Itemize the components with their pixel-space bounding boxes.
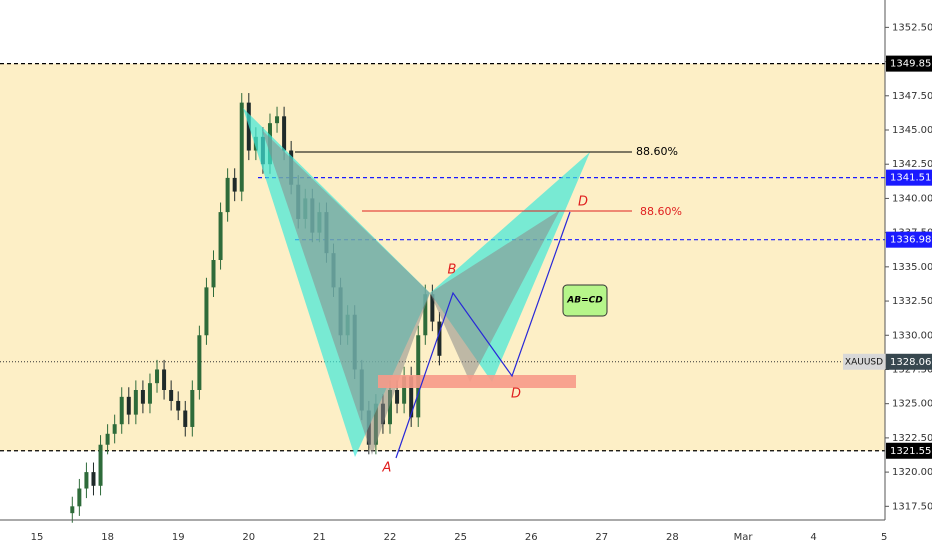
candle-body bbox=[423, 294, 428, 336]
point-label: D bbox=[511, 387, 521, 402]
x-tick-label: 5 bbox=[881, 532, 887, 543]
candle-body bbox=[246, 102, 251, 151]
y-tick-label: 1345.000 bbox=[892, 125, 932, 136]
candle-body bbox=[169, 390, 174, 401]
level-label-bg bbox=[886, 169, 932, 186]
x-tick-label: 15 bbox=[31, 532, 44, 543]
candle-body bbox=[409, 376, 414, 418]
x-tick-label: 20 bbox=[242, 532, 255, 543]
candle-body bbox=[183, 410, 188, 427]
candle-body bbox=[218, 212, 223, 260]
candle-body bbox=[402, 376, 407, 404]
y-tick-label: 1320.000 bbox=[892, 467, 932, 478]
x-tick-label: 25 bbox=[454, 532, 467, 543]
y-tick-label: 1317.500 bbox=[892, 501, 932, 512]
candle-body bbox=[225, 177, 230, 213]
x-tick-label: 4 bbox=[810, 532, 816, 543]
price-labels: 1349.851 1341.517 1336.985 1321.559 XAUUSD 13… bbox=[843, 55, 932, 459]
abcd-label: AB=CD bbox=[566, 296, 603, 306]
x-tick-label: 21 bbox=[313, 532, 326, 543]
x-tick-label: 27 bbox=[595, 532, 608, 543]
pattern-inner-bcd bbox=[430, 210, 560, 382]
candle-body bbox=[190, 390, 195, 427]
level-label-bg bbox=[886, 442, 932, 459]
candle-body bbox=[84, 472, 89, 489]
y-tick-label: 1332.500 bbox=[892, 296, 932, 307]
symbol-bg bbox=[843, 353, 885, 370]
y-tick-label: 1352.500 bbox=[892, 22, 932, 33]
candle-body bbox=[275, 116, 280, 124]
y-tick-label: 1327.500 bbox=[892, 364, 932, 375]
level-label: 1336.985 bbox=[890, 235, 932, 246]
y-tick-label: 1342.500 bbox=[892, 159, 932, 170]
pattern-inner-xab bbox=[262, 130, 430, 455]
y-tick-label: 1322.500 bbox=[892, 433, 932, 444]
level-label: 1349.851 bbox=[890, 59, 932, 70]
y-tick-label: 1330.000 bbox=[892, 330, 932, 341]
candle-body bbox=[140, 390, 145, 404]
candle-body bbox=[388, 390, 392, 425]
y-tick-label: 1347.500 bbox=[892, 91, 932, 102]
last-price-label: 1328.062 bbox=[890, 357, 932, 368]
fib-label: 88.60% bbox=[640, 205, 682, 218]
candle-body bbox=[91, 472, 96, 486]
level-label-bg bbox=[886, 55, 932, 72]
x-tick-label: 19 bbox=[172, 532, 185, 543]
x-tick-label: 28 bbox=[666, 532, 679, 543]
candle-body bbox=[437, 321, 442, 356]
candle-body bbox=[232, 177, 237, 192]
abcd-box bbox=[562, 284, 608, 317]
candle-body bbox=[204, 287, 209, 336]
candle-body bbox=[282, 116, 287, 151]
point-label: D bbox=[578, 195, 588, 210]
x-tick-label: 18 bbox=[101, 532, 114, 543]
price-zone bbox=[0, 63, 885, 451]
candle-body bbox=[77, 488, 82, 507]
level-label: 1321.559 bbox=[890, 446, 932, 457]
y-tick-label: 1335.000 bbox=[892, 262, 932, 273]
fib-label: 88.60% bbox=[636, 145, 678, 158]
x-tick-label: 22 bbox=[384, 532, 397, 543]
point-label: B bbox=[448, 263, 457, 278]
target-zone bbox=[378, 375, 576, 388]
y-tick-label: 1340.000 bbox=[892, 193, 932, 204]
candle-body bbox=[155, 369, 160, 384]
level-label-bg bbox=[886, 231, 932, 248]
symbol-label: XAUUSD bbox=[845, 357, 883, 367]
y-tick-label: 1325.000 bbox=[892, 399, 932, 410]
level-label: 1341.517 bbox=[890, 173, 932, 184]
candle-body bbox=[70, 506, 75, 514]
candle-body bbox=[133, 390, 138, 415]
harmonic-pattern: AB=CD 88.60% 88.60% B A D D bbox=[243, 108, 682, 476]
candle-body bbox=[430, 294, 435, 322]
candle-body bbox=[162, 369, 167, 390]
candle-body bbox=[119, 396, 124, 425]
candle-body bbox=[126, 396, 131, 415]
candle-body bbox=[98, 444, 103, 486]
candle-body bbox=[147, 383, 152, 404]
abcd-line bbox=[395, 211, 571, 459]
candle-body bbox=[211, 260, 216, 288]
candle-body bbox=[112, 424, 117, 434]
x-tick-label: Mar bbox=[734, 532, 754, 543]
last-price-bg bbox=[886, 353, 932, 370]
candle-body bbox=[197, 335, 202, 390]
candle-body bbox=[239, 102, 244, 192]
point-label: A bbox=[382, 461, 392, 476]
candle-body bbox=[105, 433, 110, 445]
plot bbox=[0, 63, 885, 523]
x-tick-label: 26 bbox=[525, 532, 538, 543]
candle-body bbox=[176, 400, 181, 411]
candle-body bbox=[395, 390, 400, 404]
